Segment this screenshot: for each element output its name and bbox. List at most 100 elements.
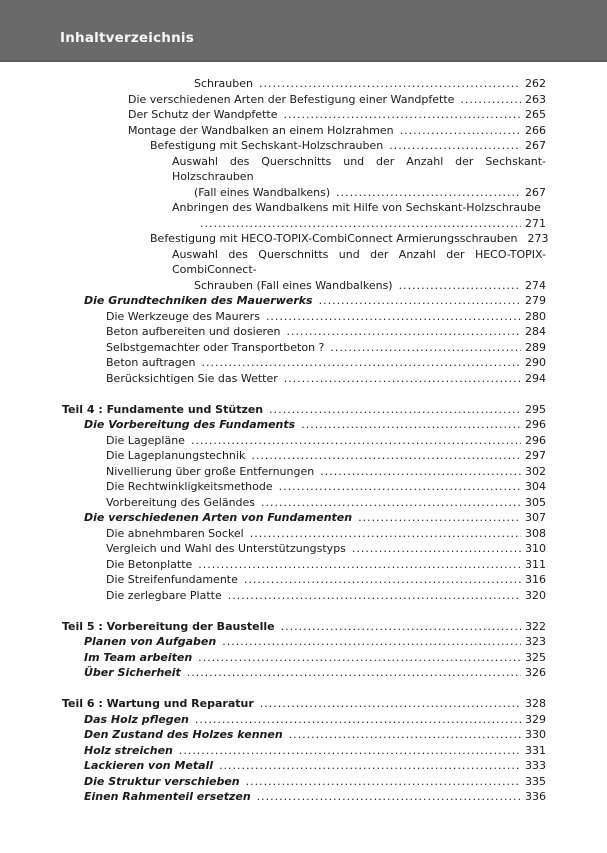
toc-entry: Die Grundtechniken des Mauerwerks ......… bbox=[62, 293, 546, 309]
toc-entry: Die zerlegbare Platte ..................… bbox=[62, 588, 546, 604]
toc-page-number: 307 bbox=[525, 511, 546, 524]
toc-entry: Teil 6 : Wartung und Reparatur .........… bbox=[62, 696, 546, 712]
toc-entry-label: Beton auftragen bbox=[106, 356, 196, 369]
toc-page-number: 316 bbox=[525, 573, 546, 586]
toc-dot-leader: ........................................… bbox=[251, 449, 521, 462]
toc-entry: Die Betonplatte ........................… bbox=[62, 557, 546, 573]
toc-entry-label: Anbringen des Wandbalkens mit Hilfe von … bbox=[172, 201, 541, 214]
toc-entry: Die Lagepläne ..........................… bbox=[62, 433, 546, 449]
toc-entry: Montage der Wandbalken an einem Holzrahm… bbox=[62, 123, 546, 139]
toc-page-number: 262 bbox=[525, 77, 546, 90]
toc-entry: Beton aufbereiten und dosieren .........… bbox=[62, 324, 546, 340]
toc-page-number: 263 bbox=[525, 92, 546, 106]
toc-entry-label: Die Struktur verschieben bbox=[84, 774, 240, 788]
toc-entry-label: Die Vorbereitung des Fundaments bbox=[84, 418, 296, 431]
toc-entry-label: Die Werkzeuge des Maurers bbox=[106, 309, 260, 323]
toc-entry: Die verschiedenen Arten von Fundamenten … bbox=[62, 510, 546, 526]
toc-entry: Holz streichen .........................… bbox=[62, 743, 546, 759]
toc-entry: Vorbereitung des Geländes ..............… bbox=[62, 495, 546, 511]
toc-entry-label: Den Zustand des Holzes kennen bbox=[84, 728, 283, 741]
toc-page-number: 284 bbox=[525, 325, 546, 338]
toc-entry-label: Die Lagepläne bbox=[106, 433, 185, 447]
toc-entry-label: Teil 4 : Fundamente und Stützen bbox=[62, 402, 264, 416]
toc-page-number: 310 bbox=[525, 542, 546, 555]
toc-entry: Beton auftragen ........................… bbox=[62, 355, 546, 371]
toc-entry-label: Beton aufbereiten und dosieren bbox=[106, 325, 281, 338]
toc-dot-leader: ........................................… bbox=[320, 464, 521, 478]
toc-entry: Den Zustand des Holzes kennen ..........… bbox=[62, 727, 546, 743]
toc-dot-leader: ........................................… bbox=[261, 495, 521, 509]
toc-dot-leader: ........................................… bbox=[227, 588, 521, 602]
page-title: Inhaltverzeichnis bbox=[60, 30, 194, 46]
toc-entry-label: Selbstgemachter oder Transportbeton ? bbox=[106, 340, 325, 354]
toc-entry-label: Holz streichen bbox=[84, 743, 173, 757]
table-of-contents: Schrauben ..............................… bbox=[0, 62, 607, 805]
toc-page-number: 289 bbox=[525, 340, 546, 354]
toc-page-number: 273 bbox=[527, 232, 549, 245]
toc-page-number: 329 bbox=[525, 712, 546, 726]
toc-page-number: 311 bbox=[525, 557, 546, 571]
toc-page-number: 279 bbox=[525, 294, 546, 307]
toc-dot-leader: ........................................… bbox=[358, 511, 521, 524]
toc-dot-leader: ........................................… bbox=[219, 759, 521, 772]
toc-dot-leader: ........................................… bbox=[222, 635, 521, 648]
toc-entry: Die Rechtwinkligkeitsmethode ...........… bbox=[62, 479, 546, 495]
toc-dot-leader: ........................................… bbox=[301, 418, 521, 431]
toc-page-number: 294 bbox=[525, 371, 546, 385]
toc-entry-label: Teil 5 : Vorbereitung der Baustelle bbox=[62, 619, 275, 633]
toc-dot-leader: ........................................… bbox=[288, 728, 521, 741]
page-header: Inhaltverzeichnis bbox=[0, 0, 607, 62]
toc-entry: Die Werkzeuge des Maurers ..............… bbox=[62, 309, 546, 325]
toc-entry-label: Die Lageplanungstechnik bbox=[106, 449, 246, 462]
toc-dot-leader: ........................................… bbox=[389, 139, 521, 152]
toc-entry-label: Auswahl des Querschnitts und der Anzahl … bbox=[172, 247, 546, 277]
toc-page-number: 267 bbox=[525, 139, 546, 152]
toc-entry: Teil 5 : Vorbereitung der Baustelle ....… bbox=[62, 619, 546, 635]
toc-entry-label: Schrauben bbox=[194, 77, 253, 90]
toc-entry-label: Vorbereitung des Geländes bbox=[106, 495, 256, 509]
toc-entry: Anbringen des Wandbalkens mit Hilfe von … bbox=[62, 200, 546, 216]
toc-page-number: 290 bbox=[525, 356, 546, 369]
toc-page-number: 333 bbox=[525, 759, 546, 772]
toc-entry-label: Schrauben (Fall eines Wandbalkens) bbox=[194, 278, 393, 292]
toc-dot-leader: ........................................… bbox=[283, 108, 521, 121]
toc-dot-leader: ........................................… bbox=[186, 666, 521, 679]
toc-entry-label: Berücksichtigen Sie das Wetter bbox=[106, 371, 278, 385]
toc-entry: Die abnehmbaren Sockel .................… bbox=[62, 526, 546, 542]
toc-page-number: 328 bbox=[525, 697, 546, 710]
toc-entry: Lackieren von Metall ...................… bbox=[62, 758, 546, 774]
toc-entry: Nivellierung über große Entfernungen ...… bbox=[62, 464, 546, 480]
toc-dot-leader: ........................................… bbox=[278, 480, 521, 493]
toc-entry-label: Befestigung mit HECO-TOPIX-CombiConnect … bbox=[150, 232, 518, 245]
toc-dot-leader: ........................................… bbox=[265, 309, 521, 323]
toc-entry-label: Im Team arbeiten bbox=[84, 650, 193, 664]
toc-dot-leader: ........................................… bbox=[351, 542, 521, 555]
toc-entry: Schrauben ..............................… bbox=[62, 76, 546, 92]
toc-dot-leader: ........................................… bbox=[280, 619, 521, 633]
toc-dot-leader: ........................................… bbox=[200, 216, 521, 230]
toc-dot-leader: ........................................… bbox=[336, 185, 521, 199]
toc-entry-label: Die abnehmbaren Sockel bbox=[106, 526, 244, 540]
toc-dot-leader: ........................................… bbox=[460, 92, 521, 106]
toc-page-number: 302 bbox=[525, 464, 546, 478]
toc-page-number: 280 bbox=[525, 309, 546, 323]
toc-dot-leader: ........................................… bbox=[269, 402, 521, 416]
toc-entry-label: Das Holz pflegen bbox=[84, 712, 189, 726]
toc-page-number: 297 bbox=[525, 449, 546, 462]
toc-entry: Berücksichtigen Sie das Wetter .........… bbox=[62, 371, 546, 387]
toc-entry-label: (Fall eines Wandbalkens) bbox=[194, 185, 331, 199]
toc-entry: Selbstgemachter oder Transportbeton ? ..… bbox=[62, 340, 546, 356]
toc-entry: Die verschiedenen Arten der Befestigung … bbox=[62, 92, 546, 108]
toc-entry: Einen Rahmenteil ersetzen ..............… bbox=[62, 789, 546, 805]
toc-entry: Befestigung mit Sechskant-Holzschrauben … bbox=[62, 138, 546, 154]
toc-entry: Die Streifenfundamente .................… bbox=[62, 572, 546, 588]
toc-entry-label: Vergleich und Wahl des Unterstützungstyp… bbox=[106, 542, 346, 555]
toc-entry: (Fall eines Wandbalkens) ...............… bbox=[62, 185, 546, 201]
toc-entry: Vergleich und Wahl des Unterstützungstyp… bbox=[62, 541, 546, 557]
toc-entry-label: Planen von Aufgaben bbox=[84, 635, 217, 648]
toc-page-number: 305 bbox=[525, 495, 546, 509]
toc-page-number: 274 bbox=[525, 278, 546, 292]
toc-entry: Über Sicherheit ........................… bbox=[62, 665, 546, 681]
toc-entry-label: Der Schutz der Wandpfette bbox=[128, 108, 278, 121]
toc-dot-leader: ........................................… bbox=[245, 774, 521, 788]
